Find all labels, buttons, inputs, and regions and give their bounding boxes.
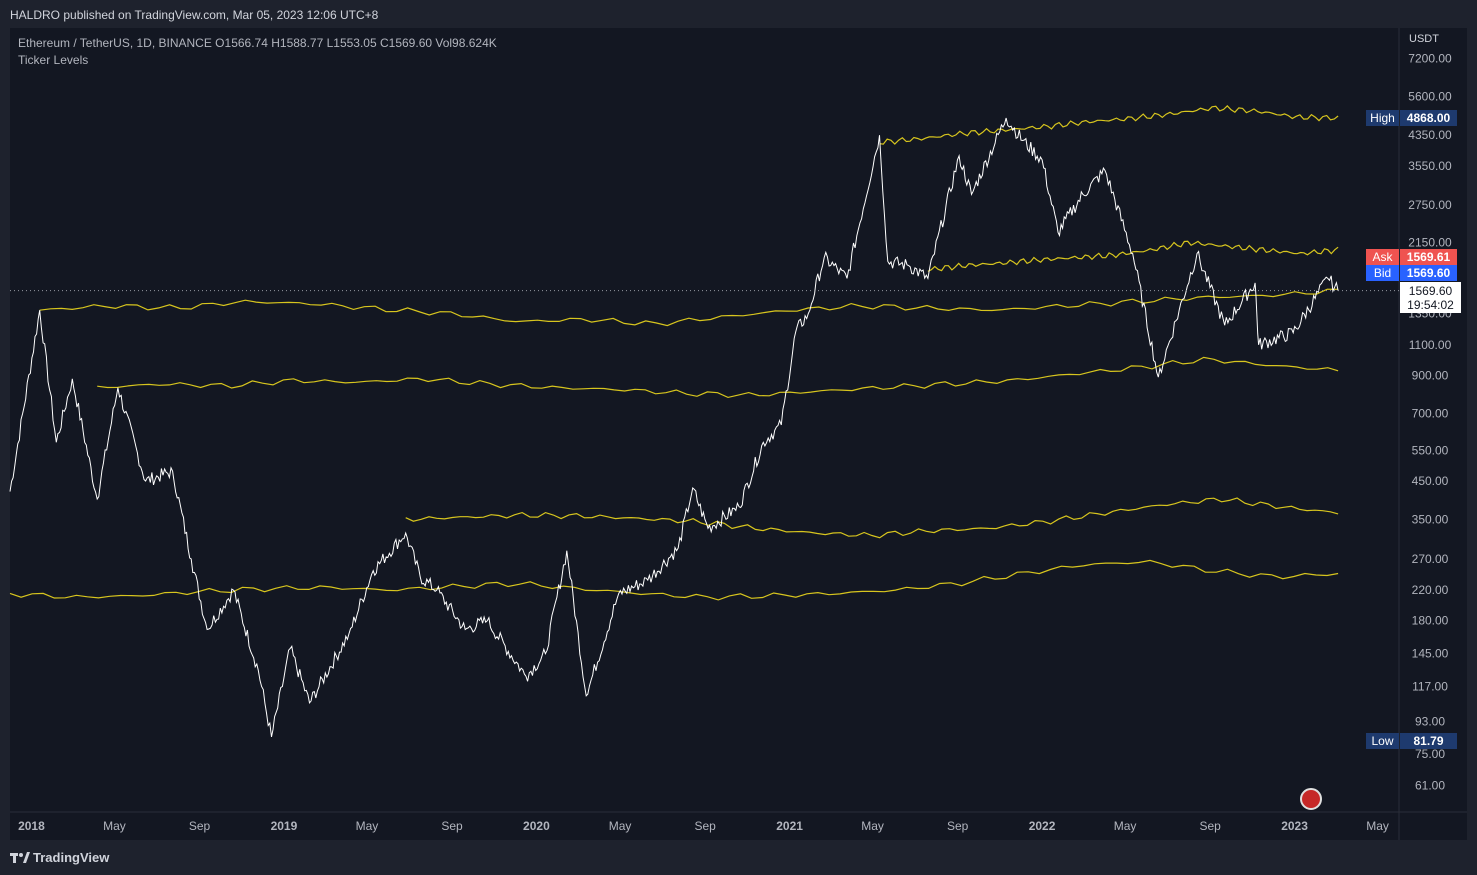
x-tick-label: May	[1366, 819, 1389, 833]
y-tick-label: 5600.00	[1408, 90, 1452, 104]
level-line	[927, 240, 1339, 272]
y-tick-label: 180.00	[1412, 614, 1449, 628]
y-tick-label: 2150.00	[1408, 236, 1452, 250]
x-tick-label: May	[103, 819, 126, 833]
level-line	[97, 356, 1339, 399]
x-tick-label: 2020	[523, 819, 550, 833]
x-tick-label: Sep	[441, 819, 463, 833]
low-label: Low	[1371, 734, 1393, 748]
low-value: 81.79	[1413, 734, 1443, 748]
indicator-name[interactable]: Ticker Levels	[18, 53, 89, 67]
x-tick-label: Sep	[695, 819, 717, 833]
high-label: High	[1370, 111, 1395, 125]
footer: TradingView	[0, 840, 1477, 875]
price-line	[9, 117, 1339, 738]
high-label-bg	[1366, 110, 1399, 126]
tradingview-brand: TradingView	[33, 850, 110, 865]
last-price-box	[1400, 282, 1461, 313]
symbol-ohlc: Ethereum / TetherUS, 1D, BINANCE O1566.7…	[18, 36, 497, 50]
x-tick-label: Sep	[189, 819, 211, 833]
us-flag-icon[interactable]	[1300, 788, 1322, 810]
publisher-bar: HALDRO published on TradingView.com, Mar…	[0, 0, 1477, 28]
level-line	[879, 105, 1339, 145]
x-tick-label: Sep	[1199, 819, 1221, 833]
y-tick-label: 61.00	[1415, 779, 1445, 793]
y-tick-label: 4350.00	[1408, 128, 1452, 142]
y-tick-label: 117.00	[1412, 679, 1448, 693]
low-label-bg	[1366, 733, 1399, 749]
y-tick-label: 2750.00	[1408, 198, 1452, 212]
last-price-value: 1569.60	[1409, 284, 1453, 298]
x-tick-label: 2022	[1029, 819, 1056, 833]
chart-legend: Ethereum / TetherUS, 1D, BINANCE O1566.7…	[18, 35, 497, 69]
y-tick-label: 93.00	[1415, 714, 1445, 728]
x-tick-label: 2018	[18, 819, 45, 833]
bid-label: Bid	[1374, 266, 1391, 280]
level-line	[9, 559, 1339, 601]
x-tick-label: May	[861, 819, 884, 833]
ask-label: Ask	[1372, 250, 1393, 264]
low-value-bg	[1400, 733, 1457, 749]
bid-value-bg	[1400, 265, 1457, 281]
x-tick-label: May	[1114, 819, 1137, 833]
ask-value-bg	[1400, 249, 1457, 265]
y-tick-label: 550.00	[1412, 443, 1449, 457]
high-value: 4868.00	[1407, 111, 1451, 125]
y-tick-label: 7200.00	[1408, 51, 1452, 65]
y-tick-label: 145.00	[1412, 647, 1449, 661]
bid-value: 1569.60	[1407, 266, 1451, 280]
y-tick-label: 1100.00	[1409, 338, 1452, 352]
ask-value: 1569.61	[1407, 250, 1451, 264]
level-line	[405, 497, 1339, 539]
currency-label: USDT	[1409, 33, 1439, 45]
y-tick-label: 220.00	[1412, 583, 1449, 597]
x-tick-label: 2019	[271, 819, 298, 833]
x-tick-label: May	[609, 819, 632, 833]
y-tick-label: 700.00	[1412, 407, 1449, 421]
x-tick-label: 2023	[1281, 819, 1308, 833]
publisher-text: HALDRO published on TradingView.com, Mar…	[10, 8, 379, 22]
y-tick-label: 350.00	[1412, 512, 1449, 526]
y-tick-label: 75.00	[1415, 747, 1445, 761]
y-tick-label: 450.00	[1412, 474, 1449, 488]
y-tick-label: 270.00	[1412, 552, 1449, 566]
bid-label-bg	[1366, 265, 1399, 281]
x-tick-label: May	[356, 819, 379, 833]
ask-label-bg	[1366, 249, 1399, 265]
x-tick-label: Sep	[947, 819, 969, 833]
bar-countdown: 19:54:02	[1407, 298, 1454, 312]
x-tick-label: 2021	[776, 819, 803, 833]
high-value-bg	[1400, 110, 1457, 126]
y-tick-label: 3550.00	[1408, 159, 1452, 173]
tradingview-logo-icon	[10, 852, 30, 863]
level-line	[39, 288, 1339, 327]
chart-panel[interactable]	[10, 28, 1467, 840]
y-tick-label: 900.00	[1412, 368, 1449, 382]
